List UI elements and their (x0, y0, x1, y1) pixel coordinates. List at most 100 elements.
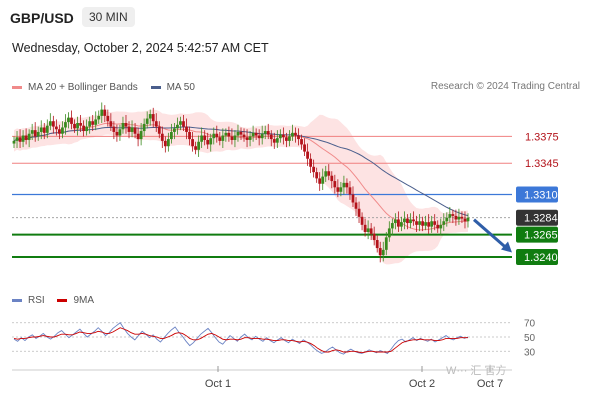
candle-body (61, 127, 64, 134)
candle-body (342, 182, 346, 188)
candle-body (272, 139, 276, 143)
candle-body (12, 140, 16, 144)
candle-body (400, 222, 403, 227)
candle-body (275, 138, 279, 143)
chart-legend: MA 20 + Bollinger Bands MA 50 (12, 81, 205, 93)
research-credit: Research © 2024 Trading Central (430, 81, 580, 92)
price-label-1.3375: 1.3375 (525, 131, 559, 143)
price-box-1.3284 (516, 209, 558, 226)
candle-body (33, 130, 37, 137)
candle-body (185, 126, 188, 132)
candle-body (182, 121, 185, 127)
candle-body (79, 123, 82, 126)
price-label-1.3284: 1.3284 (524, 213, 558, 225)
candle-body (312, 166, 316, 173)
price-label-1.3310: 1.3310 (524, 189, 558, 201)
legend-ma20: MA 20 + Bollinger Bands (12, 82, 138, 93)
candle-body (91, 121, 95, 125)
candle-body (15, 137, 19, 141)
price-box-1.3240 (516, 248, 558, 265)
candle-body (321, 176, 325, 184)
ma20-swatch (12, 86, 22, 89)
candle-body (315, 172, 319, 179)
candle-body (188, 131, 191, 140)
candle-body (21, 135, 25, 142)
candle-body (230, 136, 234, 140)
candle-body (139, 131, 143, 140)
candle-body (51, 121, 55, 127)
candle-body (409, 219, 412, 224)
candle-body (233, 135, 237, 140)
projection-arrow (473, 218, 508, 250)
price-box-1.3265 (516, 226, 558, 243)
candle-body (278, 134, 282, 139)
candle-body (300, 139, 303, 145)
candle-body (82, 125, 86, 132)
candle-body (393, 219, 397, 224)
candle-body (115, 131, 119, 136)
rsi-line (13, 322, 469, 355)
candle-body (427, 222, 431, 227)
candle-body (251, 132, 255, 137)
timeframe-badge[interactable]: 30 MIN (82, 7, 135, 27)
candle-body (39, 127, 43, 132)
candle-body (127, 126, 131, 132)
candle-body (445, 217, 449, 222)
candle-body (369, 228, 373, 234)
candle-body (257, 135, 261, 139)
candle-body (85, 126, 89, 132)
candle-body (154, 121, 158, 127)
candle-body (70, 117, 73, 124)
candle-body (266, 131, 270, 135)
candle-body (448, 214, 452, 218)
candle-body (303, 144, 306, 152)
candle-body (248, 136, 252, 140)
candle-body (30, 130, 34, 134)
candle-body (297, 135, 300, 140)
candle-body (412, 219, 415, 222)
bollinger-band (14, 109, 468, 265)
watermark-text: W··· 汇 官方 (446, 365, 507, 377)
candle-body (294, 132, 297, 136)
candle-body (27, 133, 31, 140)
legend-ma20-label: MA 20 + Bollinger Bands (28, 82, 138, 93)
timestamp: Wednesday, October 2, 2024 5:42:57 AM CE… (12, 41, 269, 55)
candle-body (215, 133, 219, 138)
rsi-ma-swatch (57, 299, 68, 302)
candle-body (318, 178, 322, 184)
candle-body (227, 132, 231, 137)
candle-body (160, 133, 164, 141)
candle-body (291, 132, 294, 137)
rsi-ma-line (13, 327, 468, 354)
candle-body (136, 133, 140, 140)
candle-body (390, 223, 394, 229)
candle-body (327, 171, 331, 176)
candle-body (130, 127, 134, 132)
candle-body (124, 123, 128, 127)
candle-body (209, 138, 213, 145)
x-label-Oct 7: Oct 7 (477, 378, 503, 390)
candle-body (418, 221, 421, 225)
projection-arrow-head (501, 241, 512, 253)
candle-body (166, 139, 170, 147)
candle-body (94, 119, 98, 125)
candle-body (336, 187, 340, 192)
candle-body (242, 134, 246, 138)
candle-body (109, 121, 113, 127)
candle-body (351, 194, 355, 203)
candle-body (236, 131, 240, 136)
candle-body (403, 218, 406, 223)
legend-9ma-label: 9MA (73, 295, 95, 306)
candle-body (200, 135, 204, 142)
legend-rsi: RSI (12, 295, 45, 306)
price-box-1.3310 (516, 186, 558, 203)
candle-body (324, 171, 328, 177)
candle-body (245, 137, 249, 140)
candle-body (163, 140, 167, 147)
candle-body (442, 221, 446, 225)
candle-body (387, 228, 391, 238)
candle-body (112, 126, 116, 132)
rsi-tick-30: 30 (524, 347, 536, 358)
candle-body (421, 221, 424, 226)
candle-body (306, 151, 309, 159)
